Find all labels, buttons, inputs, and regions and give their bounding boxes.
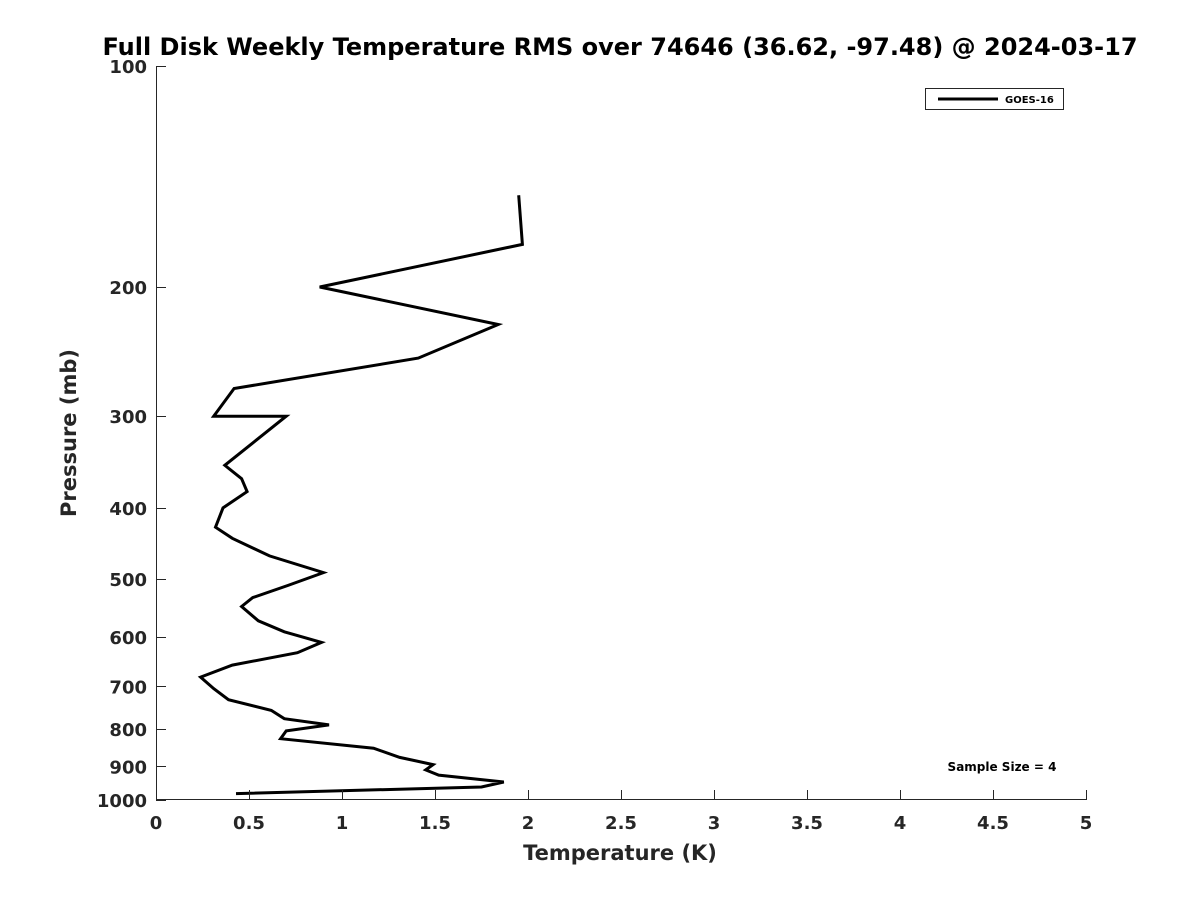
y-tick-label: 500 <box>109 570 147 591</box>
x-tick-label: 0 <box>150 813 163 834</box>
x-tick-label: 3 <box>708 813 721 834</box>
x-tick-label: 2.5 <box>605 813 637 834</box>
y-tick-label: 300 <box>109 407 147 428</box>
chart-title: Full Disk Weekly Temperature RMS over 74… <box>102 33 1137 61</box>
x-tick-label: 4 <box>894 813 907 834</box>
x-ticks: 0 0.5 1 1.5 2 2.5 3 3.5 4 4.5 5 <box>150 790 1093 834</box>
y-tick-label: 200 <box>109 278 147 299</box>
y-tick-label: 600 <box>109 628 147 649</box>
x-tick-label: 1.5 <box>419 813 451 834</box>
y-tick-label: 800 <box>109 720 147 741</box>
legend: GOES-16 <box>925 88 1064 110</box>
x-tick-label: 4.5 <box>977 813 1009 834</box>
x-tick-label: 0.5 <box>233 813 265 834</box>
x-axis-label: Temperature (K) <box>523 841 717 865</box>
x-tick-label: 2 <box>522 813 535 834</box>
y-tick-label: 1000 <box>97 791 147 812</box>
x-tick-label: 3.5 <box>791 813 823 834</box>
series-layer <box>197 195 524 796</box>
legend-label: GOES-16 <box>1005 95 1054 106</box>
y-tick-label: 100 <box>109 57 147 78</box>
y-ticks: 100 200 300 400 500 600 700 800 900 1000 <box>97 57 166 812</box>
plot-area: 0 0.5 1 1.5 2 2.5 3 3.5 4 4.5 5 100 200 300 400 500 600… <box>97 57 1092 834</box>
y-tick-label: 400 <box>109 499 147 520</box>
sample-size-annotation: Sample Size = 4 <box>948 760 1057 774</box>
x-tick-label: 1 <box>336 813 349 834</box>
y-tick-label: 700 <box>109 677 147 698</box>
y-axis-label: Pressure (mb) <box>57 349 81 517</box>
series-line-goes-16 <box>197 195 524 796</box>
y-tick-label: 900 <box>109 757 147 778</box>
x-tick-label: 5 <box>1080 813 1093 834</box>
